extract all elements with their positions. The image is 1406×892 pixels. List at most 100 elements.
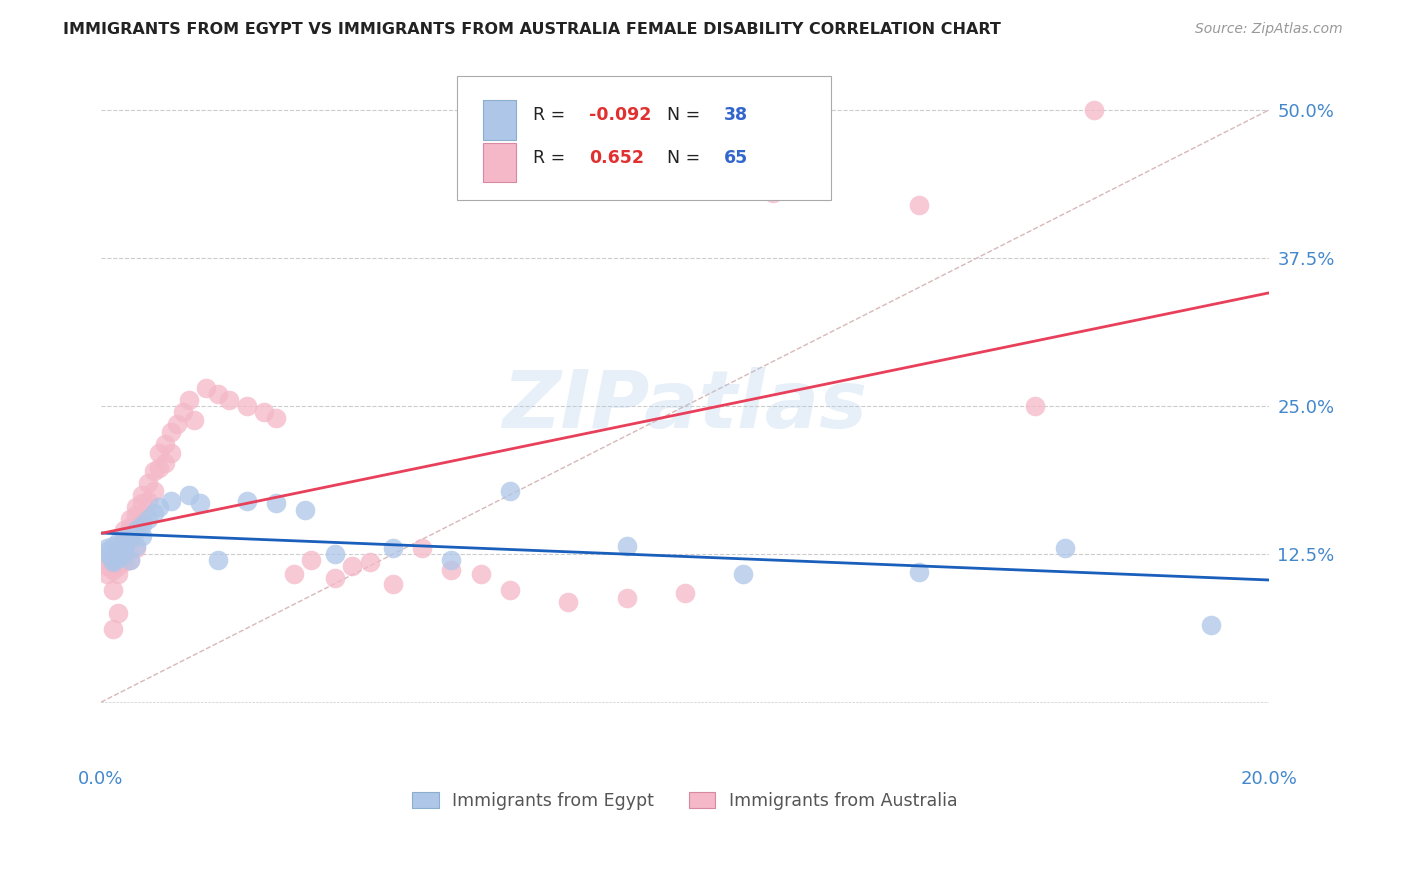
Point	[142, 464, 165, 478]
Point	[557, 594, 579, 608]
Point	[131, 488, 153, 502]
Point	[131, 496, 153, 510]
Point	[236, 493, 259, 508]
Point	[440, 553, 463, 567]
Point	[112, 524, 135, 538]
Point	[153, 456, 176, 470]
Text: -0.092: -0.092	[589, 106, 651, 124]
Point	[96, 567, 118, 582]
Point	[323, 571, 346, 585]
Point	[733, 567, 755, 582]
Point	[499, 582, 522, 597]
Point	[101, 622, 124, 636]
Point	[136, 511, 159, 525]
Text: ZIPatlas: ZIPatlas	[502, 367, 868, 445]
Point	[112, 529, 135, 543]
Point	[107, 535, 129, 549]
Point	[323, 547, 346, 561]
Point	[299, 553, 322, 567]
FancyBboxPatch shape	[482, 101, 516, 139]
Point	[411, 541, 433, 556]
Point	[101, 556, 124, 570]
Point	[112, 532, 135, 546]
Point	[1053, 541, 1076, 556]
Text: Source: ZipAtlas.com: Source: ZipAtlas.com	[1195, 22, 1343, 37]
Point	[195, 381, 218, 395]
Point	[101, 545, 124, 559]
Point	[125, 500, 148, 514]
Point	[1024, 399, 1046, 413]
Point	[188, 496, 211, 510]
Point	[120, 532, 142, 546]
Text: 65: 65	[724, 149, 748, 167]
Point	[112, 543, 135, 558]
Point	[96, 541, 118, 556]
Point	[136, 493, 159, 508]
Point	[107, 567, 129, 582]
Point	[112, 541, 135, 556]
Point	[236, 399, 259, 413]
Point	[183, 413, 205, 427]
Point	[120, 553, 142, 567]
Point	[131, 517, 153, 532]
Point	[207, 387, 229, 401]
Point	[1083, 103, 1105, 117]
Point	[153, 437, 176, 451]
Point	[96, 547, 118, 561]
Text: IMMIGRANTS FROM EGYPT VS IMMIGRANTS FROM AUSTRALIA FEMALE DISABILITY CORRELATION: IMMIGRANTS FROM EGYPT VS IMMIGRANTS FROM…	[63, 22, 1001, 37]
Point	[499, 484, 522, 499]
Point	[101, 562, 124, 576]
Point	[131, 529, 153, 543]
Point	[101, 556, 124, 570]
Text: R =: R =	[533, 106, 571, 124]
Point	[294, 503, 316, 517]
Point	[160, 446, 183, 460]
Point	[148, 446, 170, 460]
Point	[120, 532, 142, 546]
Point	[120, 520, 142, 534]
Text: N =: N =	[668, 106, 706, 124]
Point	[148, 500, 170, 514]
Point	[107, 550, 129, 565]
Point	[125, 541, 148, 556]
Point	[762, 186, 785, 200]
Text: R =: R =	[533, 149, 576, 167]
Point	[107, 558, 129, 573]
Point	[359, 556, 381, 570]
Point	[264, 496, 287, 510]
Point	[101, 539, 124, 553]
Point	[96, 543, 118, 558]
Point	[131, 511, 153, 525]
Point	[616, 591, 638, 605]
Text: 38: 38	[724, 106, 748, 124]
Point	[142, 506, 165, 520]
Point	[207, 553, 229, 567]
Point	[283, 567, 305, 582]
Text: 0.652: 0.652	[589, 149, 644, 167]
Point	[107, 543, 129, 558]
Point	[166, 417, 188, 431]
Point	[107, 550, 129, 565]
Point	[673, 586, 696, 600]
Point	[382, 541, 405, 556]
Point	[125, 520, 148, 534]
Point	[101, 553, 124, 567]
Point	[264, 410, 287, 425]
Point	[218, 393, 240, 408]
Point	[160, 493, 183, 508]
Point	[136, 476, 159, 491]
Point	[101, 547, 124, 561]
Point	[107, 541, 129, 556]
Point	[907, 565, 929, 579]
Text: N =: N =	[668, 149, 706, 167]
Point	[101, 582, 124, 597]
Point	[96, 553, 118, 567]
Point	[96, 558, 118, 573]
Point	[172, 405, 194, 419]
Point	[125, 539, 148, 553]
Point	[616, 539, 638, 553]
Point	[340, 558, 363, 573]
Point	[112, 547, 135, 561]
Point	[470, 567, 492, 582]
Point	[907, 197, 929, 211]
